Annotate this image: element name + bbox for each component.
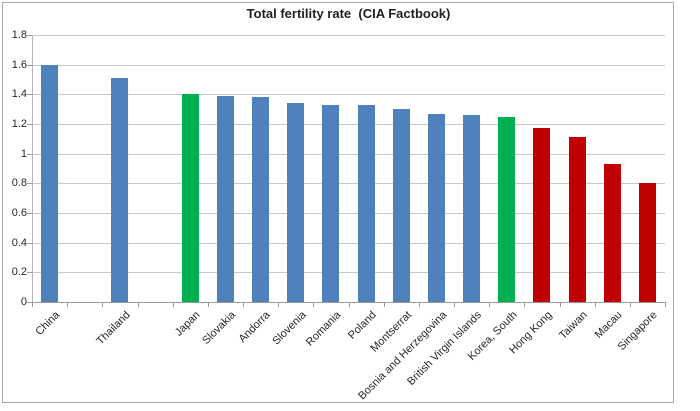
y-tick-1	[27, 153, 32, 155]
bar-romania	[322, 104, 340, 302]
bar-taiwan	[568, 137, 586, 302]
x-tick-3	[137, 303, 139, 307]
bar-andorra	[252, 97, 270, 302]
gridline-1	[32, 153, 665, 155]
gridline-1.4	[32, 94, 665, 96]
y-axis-label-1.2: 1.2	[11, 118, 27, 130]
y-axis-label-0: 0	[20, 296, 27, 308]
y-axis-label-0.4: 0.4	[11, 236, 27, 249]
y-tick-0	[27, 302, 32, 303]
bar-japan	[181, 94, 199, 302]
x-tick-8	[313, 303, 315, 307]
y-tick-1.8	[27, 35, 32, 36]
bar-thailand	[111, 78, 129, 302]
bar-hong-kong	[533, 128, 551, 302]
y-axis-label-0.6: 0.6	[11, 207, 27, 219]
x-tick-11	[418, 303, 420, 307]
x-tick-5	[207, 303, 209, 307]
y-tick-0.4	[27, 242, 32, 244]
x-tick-18	[665, 303, 666, 307]
gridline-0.6	[32, 213, 665, 214]
bar-british-virgin-islands	[463, 115, 481, 302]
bar-china	[41, 64, 59, 302]
y-axis-label-1.8: 1.8	[11, 29, 27, 41]
x-tick-15	[559, 303, 561, 307]
x-axis-line	[32, 302, 666, 303]
x-tick-14	[524, 303, 526, 307]
x-tick-13	[489, 303, 491, 307]
gridline-1.2	[32, 124, 665, 125]
y-axis-line	[32, 35, 33, 302]
gridline-0.4	[32, 242, 665, 244]
bar-macau	[603, 164, 621, 302]
bar-slovakia	[216, 95, 234, 302]
gridline-0.8	[32, 183, 665, 185]
y-tick-0.6	[27, 213, 32, 214]
y-tick-1.4	[27, 94, 32, 96]
x-tick-0	[32, 303, 33, 307]
x-tick-9	[348, 303, 350, 307]
gridline-1.8	[32, 35, 665, 36]
bar-montserrat	[392, 109, 410, 302]
bar-slovenia	[287, 103, 305, 302]
x-tick-4	[172, 303, 174, 307]
y-tick-1.2	[27, 124, 32, 125]
x-tick-2	[102, 303, 104, 307]
x-tick-7	[278, 303, 280, 307]
y-axis-label-1.4: 1.4	[11, 88, 27, 101]
x-tick-12	[454, 303, 455, 307]
y-axis-label-0.8: 0.8	[11, 177, 27, 190]
gridline-0.2	[32, 272, 665, 274]
y-tick-0.8	[27, 183, 32, 185]
y-tick-1.6	[27, 64, 32, 66]
x-tick-6	[243, 303, 244, 307]
x-tick-16	[594, 303, 596, 307]
y-axis-label-1.6: 1.6	[11, 58, 27, 71]
gridline-1.6	[32, 64, 665, 66]
x-tick-10	[383, 303, 385, 307]
y-axis-label-1: 1	[20, 147, 27, 160]
bar-poland	[357, 104, 375, 302]
bar-korea-south	[498, 116, 516, 302]
bar-singapore	[638, 183, 656, 302]
chart-title: Total fertility rate (CIA Factbook)	[246, 6, 451, 21]
x-tick-1	[67, 303, 69, 307]
x-tick-17	[629, 303, 631, 307]
bar-bosnia-and-herzegovina	[427, 113, 445, 302]
y-axis-label-0.2: 0.2	[11, 266, 27, 279]
y-tick-0.2	[27, 272, 32, 274]
